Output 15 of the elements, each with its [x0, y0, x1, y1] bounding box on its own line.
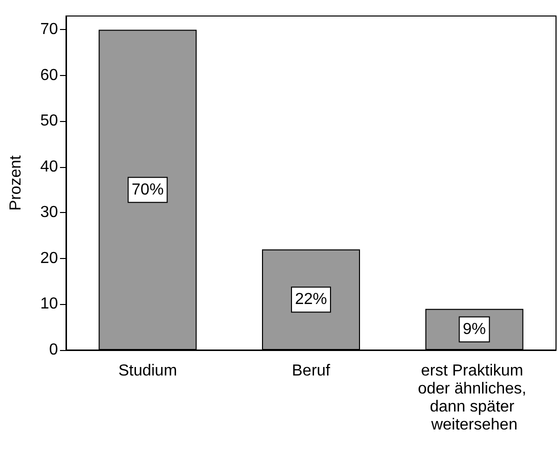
- data-label: 70%: [132, 181, 164, 198]
- x-tick-label: Beruf: [292, 362, 331, 380]
- y-tick-label: 10: [40, 296, 58, 313]
- y-tick-label: 60: [40, 66, 58, 84]
- x-tick-label: Studium: [118, 362, 178, 380]
- y-tick-label: 0: [49, 342, 58, 358]
- x-tick-label: erst Praktikum oder ähnliches, dann später weitersehen: [418, 362, 531, 434]
- y-tick-label: 40: [40, 158, 58, 176]
- y-tick-label: 70: [40, 21, 58, 38]
- y-tick-label: 20: [40, 250, 58, 267]
- data-label: 9%: [462, 320, 486, 338]
- y-tick-label: 30: [40, 204, 58, 222]
- y-tick-label: 50: [40, 112, 58, 130]
- data-label: 22%: [294, 291, 328, 308]
- y-axis-title: Prozent: [8, 154, 24, 211]
